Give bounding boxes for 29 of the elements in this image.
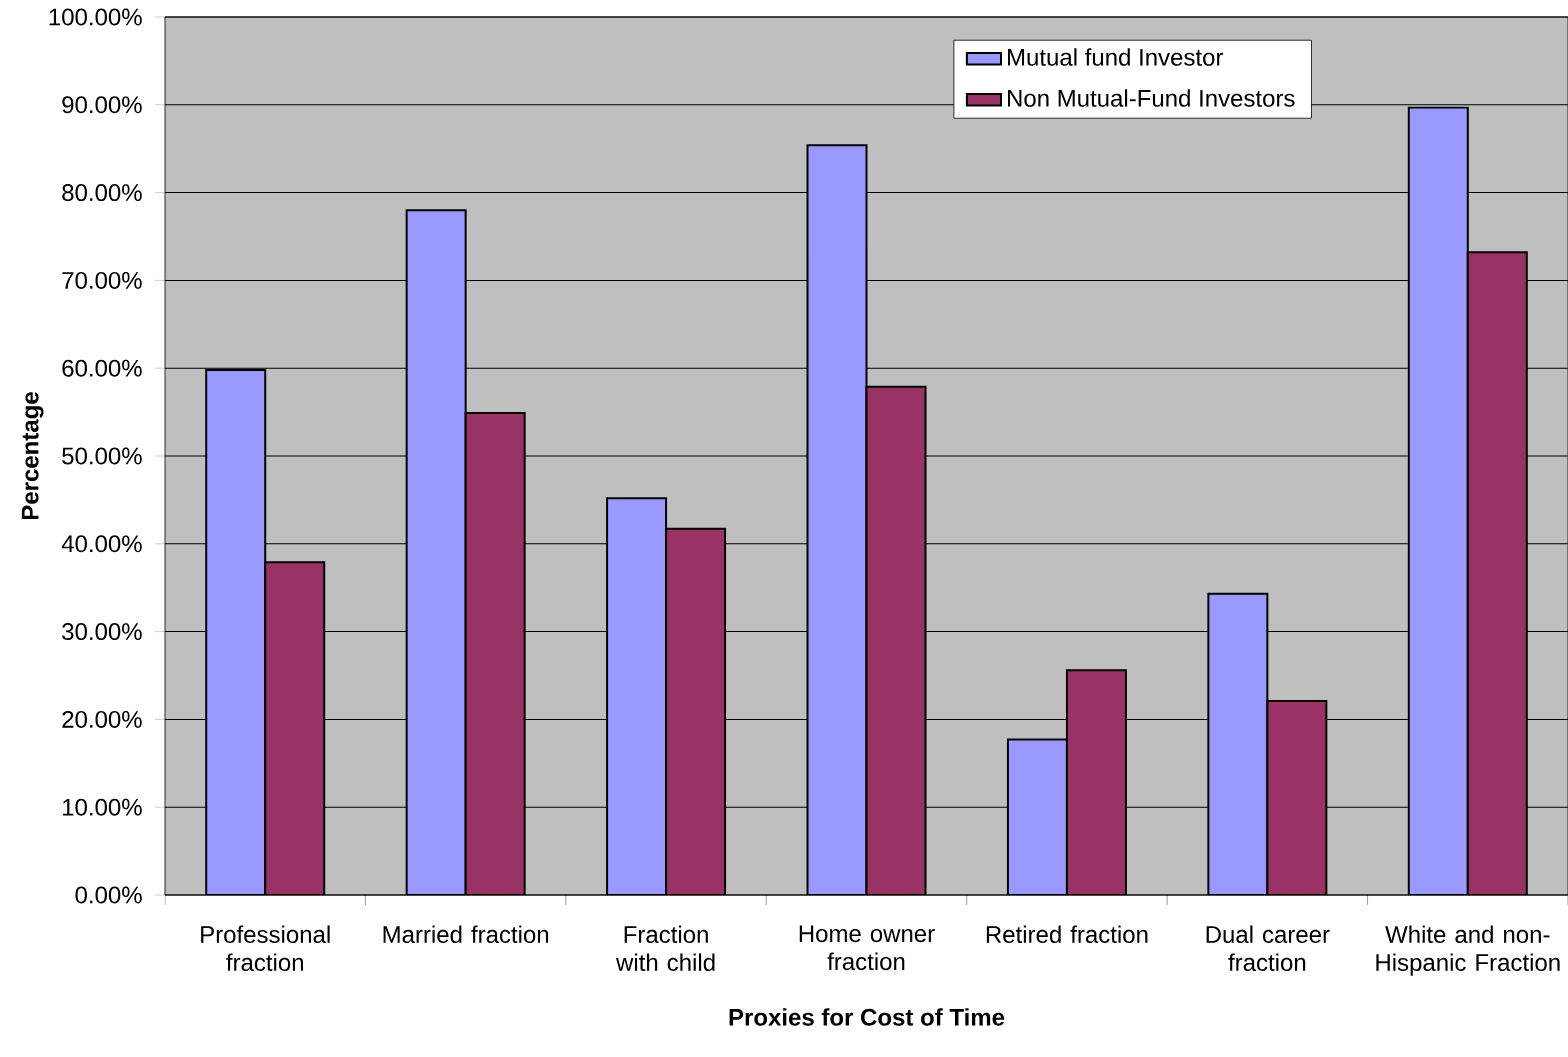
bar [865,385,927,895]
y-tick-label: 60.00% [62,359,142,377]
x-tick-label: Dual career fraction [1206,925,1330,972]
y-axis-title: Percentage [21,392,44,520]
bar [1466,251,1528,895]
legend-label: Non Mutual-Fund Investors [1008,89,1295,107]
y-tick-label: 0.00% [75,886,142,904]
bar [1266,699,1328,895]
y-tick-label: 10.00% [63,798,142,816]
y-tick-label: 90.00% [62,96,142,114]
y-tick-label: 50.00% [62,447,142,465]
x-tick-label: Retired fraction [986,925,1148,944]
y-tick-label: 30.00% [62,623,142,641]
bar [665,527,727,895]
bar [464,411,526,895]
y-tick-label: 80.00% [62,184,142,202]
x-tick-label: Professional fraction [201,925,330,972]
x-tick-label: Married fraction [383,925,549,944]
y-tick-label: 70.00% [62,271,142,289]
bar [1065,669,1127,895]
y-tick-label: 100.00% [49,8,142,26]
x-tick-label: White and non-Hispanic Fraction [1376,925,1560,976]
x-axis-title: Proxies for Cost of Time [729,1008,1005,1026]
bar [264,561,326,895]
x-tick-label: Fraction with child [616,925,715,972]
y-tick-label: 40.00% [61,535,142,553]
x-tick-label: Home owner fraction [799,925,935,971]
y-tick-label: 20.00% [62,710,142,728]
legend-label: Mutual fund Investor [1008,48,1224,66]
